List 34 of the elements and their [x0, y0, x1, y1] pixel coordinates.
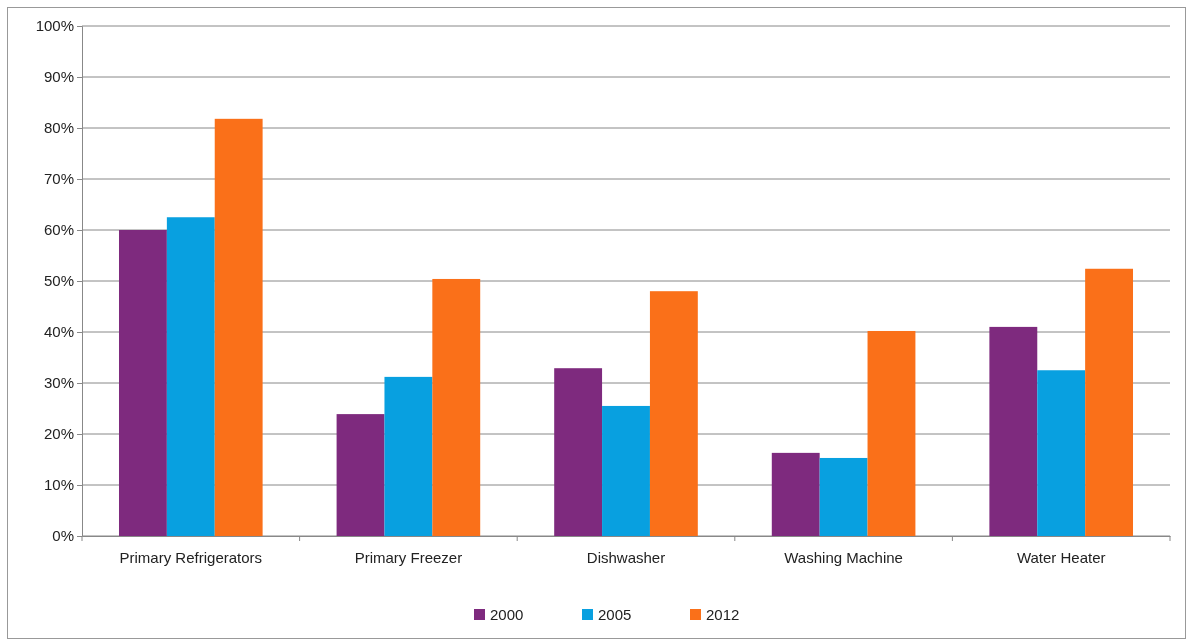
y-tick-label: 60% — [43, 221, 74, 239]
bar — [166, 217, 215, 536]
bar — [118, 230, 167, 536]
bar — [432, 278, 481, 536]
bar — [554, 368, 603, 536]
bar — [989, 326, 1038, 536]
y-tick-label: 20% — [43, 425, 74, 443]
bar — [1037, 370, 1086, 536]
y-tick-label: 50% — [43, 272, 74, 290]
x-tick-label: Primary Refrigerators — [119, 548, 263, 566]
y-tick-label: 40% — [43, 323, 74, 341]
legend-label: 2000 — [490, 606, 524, 623]
bar — [1085, 268, 1134, 536]
legend-label: 2005 — [598, 606, 632, 623]
bar — [336, 414, 385, 536]
x-tick-label: Dishwasher — [586, 548, 666, 566]
x-tick-label: Washing Machine — [784, 548, 903, 566]
y-tick-label: 10% — [43, 476, 74, 494]
x-tick-label: Water Heater — [1016, 548, 1106, 566]
legend-label: 2012 — [706, 606, 740, 623]
y-tick-label: 0% — [52, 527, 74, 545]
bar — [384, 376, 433, 536]
bar — [819, 457, 868, 536]
bar — [771, 452, 820, 536]
y-tick-label: 100% — [35, 17, 74, 35]
y-tick-label: 90% — [43, 68, 74, 86]
y-tick-label: 80% — [43, 119, 74, 137]
bar — [602, 405, 650, 536]
y-tick-label: 70% — [43, 170, 74, 188]
bar — [649, 291, 698, 536]
bar — [214, 118, 263, 536]
bar — [867, 330, 916, 536]
x-tick-label: Primary Freezer — [354, 548, 463, 566]
y-tick-label: 30% — [43, 374, 74, 392]
